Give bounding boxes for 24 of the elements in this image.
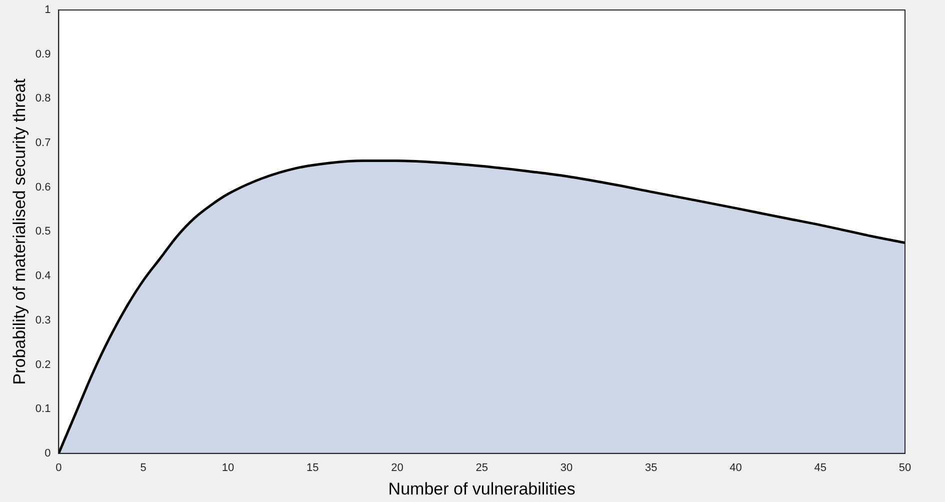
x-tick-label: 15 bbox=[306, 462, 319, 474]
y-tick-label: 1 bbox=[44, 4, 51, 16]
y-tick-label: 0.6 bbox=[35, 181, 51, 194]
x-tick-label: 40 bbox=[730, 462, 742, 474]
x-axis-title: Number of vulnerabilities bbox=[388, 479, 576, 498]
x-tick-label: 0 bbox=[56, 462, 62, 474]
x-tick-label: 35 bbox=[644, 462, 658, 474]
x-tick-label: 50 bbox=[898, 462, 912, 474]
x-tick-label: 45 bbox=[814, 462, 826, 474]
y-tick-label: 0.2 bbox=[35, 358, 51, 371]
x-tick-label: 20 bbox=[391, 462, 404, 474]
x-tick-label: 30 bbox=[560, 462, 573, 474]
y-tick-label: 0.5 bbox=[35, 226, 51, 238]
y-tick-label: 0.7 bbox=[35, 137, 51, 150]
y-tick-label: 0.3 bbox=[35, 314, 51, 326]
y-axis-title: Probability of materialised security threat bbox=[10, 78, 29, 385]
y-tick-label: 0.9 bbox=[35, 48, 51, 60]
y-tick-label: 0 bbox=[44, 447, 51, 460]
x-tick-label: 25 bbox=[476, 462, 488, 474]
x-tick-label: 5 bbox=[140, 462, 146, 474]
x-tick-label: 10 bbox=[222, 462, 234, 474]
y-tick-label: 0.1 bbox=[35, 403, 51, 416]
y-tick-label: 0.4 bbox=[35, 270, 51, 282]
y-tick-label: 0.8 bbox=[35, 92, 51, 105]
